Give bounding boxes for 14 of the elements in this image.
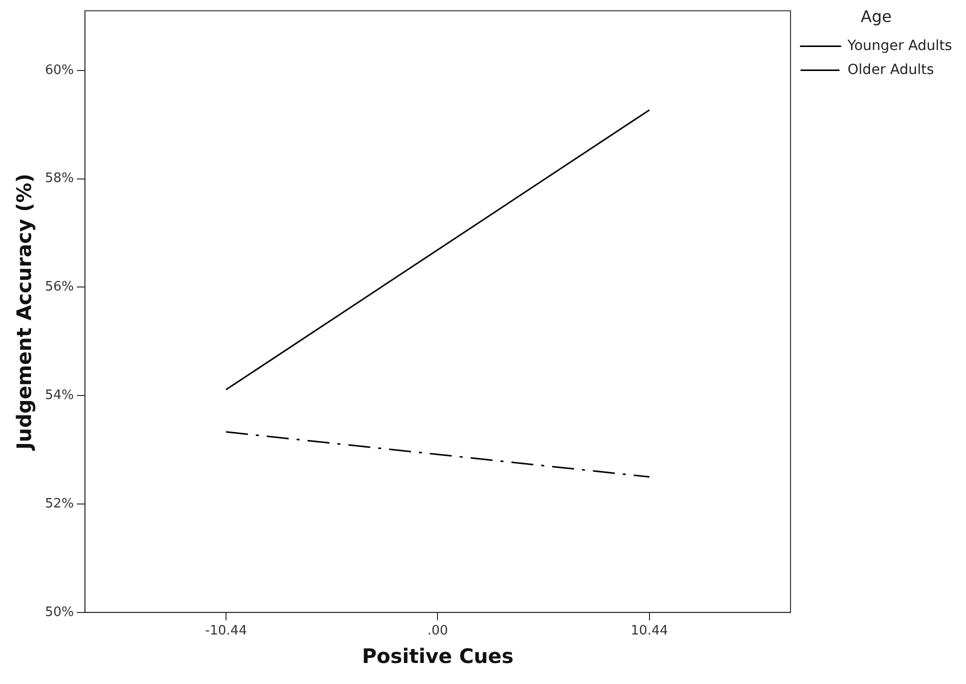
- x-axis-title: Positive Cues: [362, 644, 514, 668]
- y-tick-label: 58%: [44, 171, 74, 186]
- legend-title: Age: [860, 7, 892, 26]
- legend-label: Younger Adults: [846, 38, 952, 54]
- y-tick-label: 54%: [44, 388, 74, 403]
- y-tick-label: 50%: [44, 604, 74, 620]
- y-tick-label: 56%: [44, 280, 74, 295]
- legend-label: Older Adults: [848, 62, 934, 78]
- y-axis-title: Judgement Accuracy (%): [12, 174, 36, 452]
- x-tick-label: -10.44: [205, 624, 247, 639]
- x-tick-label: 10.44: [630, 624, 668, 639]
- x-tick-label: .00: [427, 624, 448, 639]
- y-tick-label: 52%: [44, 496, 74, 512]
- y-tick-label: 60%: [44, 62, 74, 78]
